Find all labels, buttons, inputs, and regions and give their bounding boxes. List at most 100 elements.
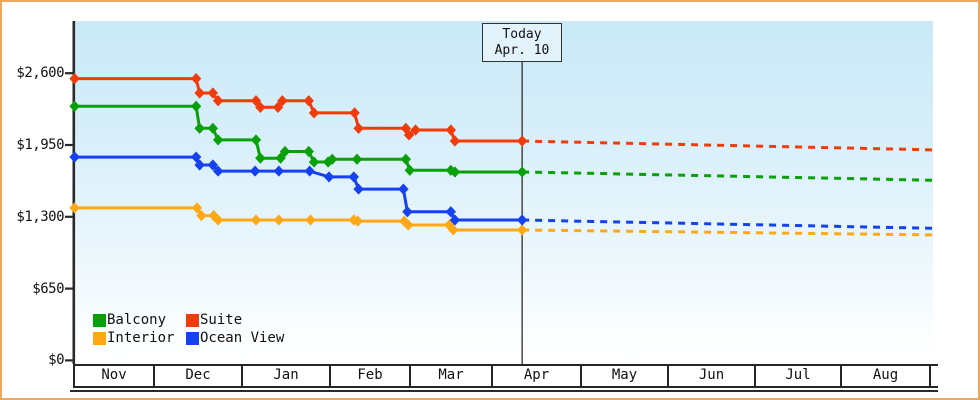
data-point-marker [303,145,314,158]
month-label-apr: Apr [493,366,582,386]
data-point-marker [212,134,224,146]
month-label-jul: Jul [756,366,842,386]
legend-label: Ocean View [200,330,285,346]
data-point-marker [273,214,285,226]
data-point-marker [69,73,80,85]
data-point-marker [212,95,224,107]
data-point-marker [445,206,457,218]
y-axis-tick [65,287,73,290]
legend-item-interior: Interior [93,330,186,346]
data-point-marker [69,202,80,214]
data-point-marker [212,165,224,177]
data-point-marker [207,122,219,134]
y-axis-line [72,21,76,364]
data-point-marker [69,151,80,163]
data-point-marker [448,224,459,236]
data-point-marker [207,87,219,99]
data-point-marker [196,209,207,222]
data-point-marker [449,214,461,226]
data-point-marker [190,151,202,163]
legend-swatch-icon [93,313,106,327]
data-point-marker [207,159,219,171]
data-point-marker [449,135,461,147]
data-point-marker [403,219,414,231]
y-axis-tick [65,143,73,147]
series-interior-forecast [522,228,933,237]
data-point-marker [249,165,261,177]
today-annotation-date: Apr. 10 [494,43,550,58]
data-point-marker [275,152,286,164]
data-point-marker [351,153,363,165]
data-point-marker [402,206,413,218]
data-point-marker [348,171,359,183]
y-axis-label: $0 [48,352,64,369]
data-point-marker [250,134,262,146]
month-label-mar: Mar [411,366,493,386]
legend-label: Suite [200,312,243,328]
data-point-marker [400,153,411,165]
data-point-marker [69,100,80,112]
data-point-marker [255,101,266,113]
data-point-marker [327,153,338,165]
series-suite-forecast [522,139,933,152]
data-point-marker [305,214,316,226]
series-ocean-view-forecast [522,218,933,230]
data-point-marker [398,183,409,195]
data-point-marker [323,171,335,183]
legend-item-ocean-view: Ocean View [186,330,285,346]
legend-label: Balcony [107,312,167,328]
chart-legend: Balcony Suite Interior Ocean View [93,312,285,346]
data-point-marker [410,124,421,136]
data-point-marker [516,135,528,147]
data-point-marker [190,73,202,85]
y-axis-label: $650 [32,280,64,297]
y-axis-tick [65,359,73,362]
y-axis-label: $1,950 [16,136,64,153]
today-annotation-title: Today [502,27,542,42]
data-point-marker [304,165,315,177]
data-point-marker [445,124,457,136]
data-point-marker [308,156,320,168]
legend-item-suite: Suite [186,312,284,328]
data-point-marker [352,215,363,227]
legend-label: Interior [107,330,175,346]
month-label-may: May [582,366,669,386]
data-point-marker [277,95,288,107]
data-point-marker [404,164,416,176]
y-axis-label: $2,600 [16,65,64,82]
data-point-marker [191,202,203,214]
data-point-marker [272,101,284,113]
data-point-marker [250,214,262,226]
data-point-marker [250,95,262,107]
y-axis-tick [65,72,73,75]
month-label-aug: Aug [842,366,931,386]
series-ocean-view-line [74,155,523,222]
data-point-marker [194,87,205,99]
month-label-feb: Feb [331,366,411,386]
series-suite-line [74,77,523,143]
data-point-marker [190,100,202,112]
month-label-nov: Nov [75,366,155,386]
today-annotation: Today Apr. 10 [482,23,562,62]
data-point-marker [516,166,528,178]
month-axis: Nov Dec Jan Feb Mar Apr May Jun Jul Aug [73,364,938,388]
month-label-jun: Jun [669,366,756,386]
series-balcony-forecast [522,170,933,182]
data-point-marker [279,145,291,158]
legend-swatch-icon [93,331,106,345]
y-axis-label: $1,300 [16,208,64,225]
data-point-marker [308,107,320,119]
legend-item-balcony: Balcony [93,312,186,328]
data-point-marker [273,165,285,177]
data-point-marker [194,122,205,134]
axis-underline [70,390,938,392]
data-point-marker [353,183,364,195]
legend-swatch-icon [186,331,199,345]
plot-area [75,21,933,364]
data-point-marker [403,129,415,141]
data-point-marker [194,159,205,171]
data-point-marker [516,214,528,226]
data-point-marker [212,214,224,226]
data-point-marker [353,122,364,134]
